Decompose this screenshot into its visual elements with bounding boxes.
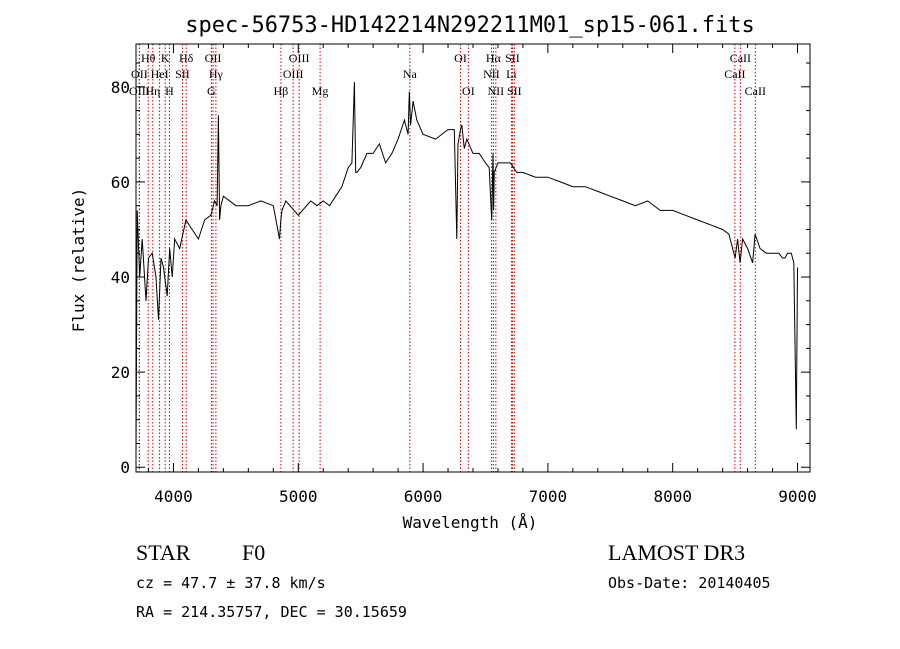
spectral-line-label: Li	[506, 67, 517, 81]
x-tick-label: 7000	[529, 487, 568, 506]
spectral-line-label: CaII	[730, 51, 751, 65]
chart-title: spec-56753-HD142214N292211M01_sp15-061.f…	[185, 13, 755, 38]
spectral-line-label: OI	[462, 84, 475, 98]
spectral-line-label: NII	[488, 84, 505, 98]
spectral-line-label: Na	[403, 67, 418, 81]
x-tick-label: 9000	[778, 487, 817, 506]
y-tick-label: 0	[120, 458, 130, 477]
object-class: STAR	[136, 540, 191, 565]
spectral-line-label: HeI	[151, 67, 169, 81]
spectral-line-label: SII	[507, 84, 522, 98]
x-axis: 4000 5000 6000 7000 8000 9000	[147, 44, 817, 506]
redshift-readout: cz = 47.7 ± 37.8 km/s	[136, 574, 326, 592]
survey-name: LAMOST DR3	[608, 540, 745, 565]
spectral-line-label: OII	[131, 67, 148, 81]
spectral-line-label: CaII	[745, 84, 766, 98]
spectral-line-label: H	[165, 84, 174, 98]
spectral-line-label: Hδ	[179, 51, 194, 65]
spectrum-series	[135, 81, 798, 458]
spectral-line-label: Hθ	[141, 51, 156, 65]
y-tick-label: 60	[111, 173, 130, 192]
y-axis-label: Flux (relative)	[69, 188, 88, 333]
spectral-line-label: Hγ	[209, 67, 224, 81]
spectral-line-label: Hα	[486, 51, 502, 65]
spectral-line-label: OIII	[289, 51, 310, 65]
spectral-line-label: SII	[505, 51, 520, 65]
spectral-line-label: OII	[205, 51, 222, 65]
obs-date: Obs-Date: 20140405	[608, 574, 771, 592]
spectrum-line	[135, 81, 798, 458]
y-tick-label: 80	[111, 78, 130, 97]
y-tick-label: 40	[111, 268, 130, 287]
spectral-line-label: OIII	[129, 84, 150, 98]
x-tick-label: 4000	[154, 487, 193, 506]
plot-frame	[135, 43, 811, 473]
spectral-line-label: Hβ	[274, 84, 289, 98]
object-subclass: F0	[242, 540, 265, 565]
spectral-line-label: OI	[454, 51, 467, 65]
spectral-line-label: SII	[175, 67, 190, 81]
x-axis-label: Wavelength (Å)	[403, 513, 538, 532]
x-tick-label: 5000	[279, 487, 318, 506]
spectral-line-label: Mg	[312, 84, 329, 98]
spectral-line-label: Hη	[145, 84, 160, 98]
spectral-line-label: NII	[483, 67, 500, 81]
x-tick-label: 8000	[653, 487, 692, 506]
spectral-line-markers	[138, 44, 756, 472]
spectral-line-label: G	[207, 84, 216, 98]
y-tick-label: 20	[111, 363, 130, 382]
spectral-line-label: OIII	[283, 67, 304, 81]
spectral-line-label: K	[161, 51, 170, 65]
y-axis: 0 20 40 60 80	[111, 62, 810, 477]
coordinates: RA = 214.35757, DEC = 30.15659	[136, 603, 407, 621]
spectral-line-label: CaII	[724, 67, 745, 81]
x-tick-label: 6000	[404, 487, 443, 506]
